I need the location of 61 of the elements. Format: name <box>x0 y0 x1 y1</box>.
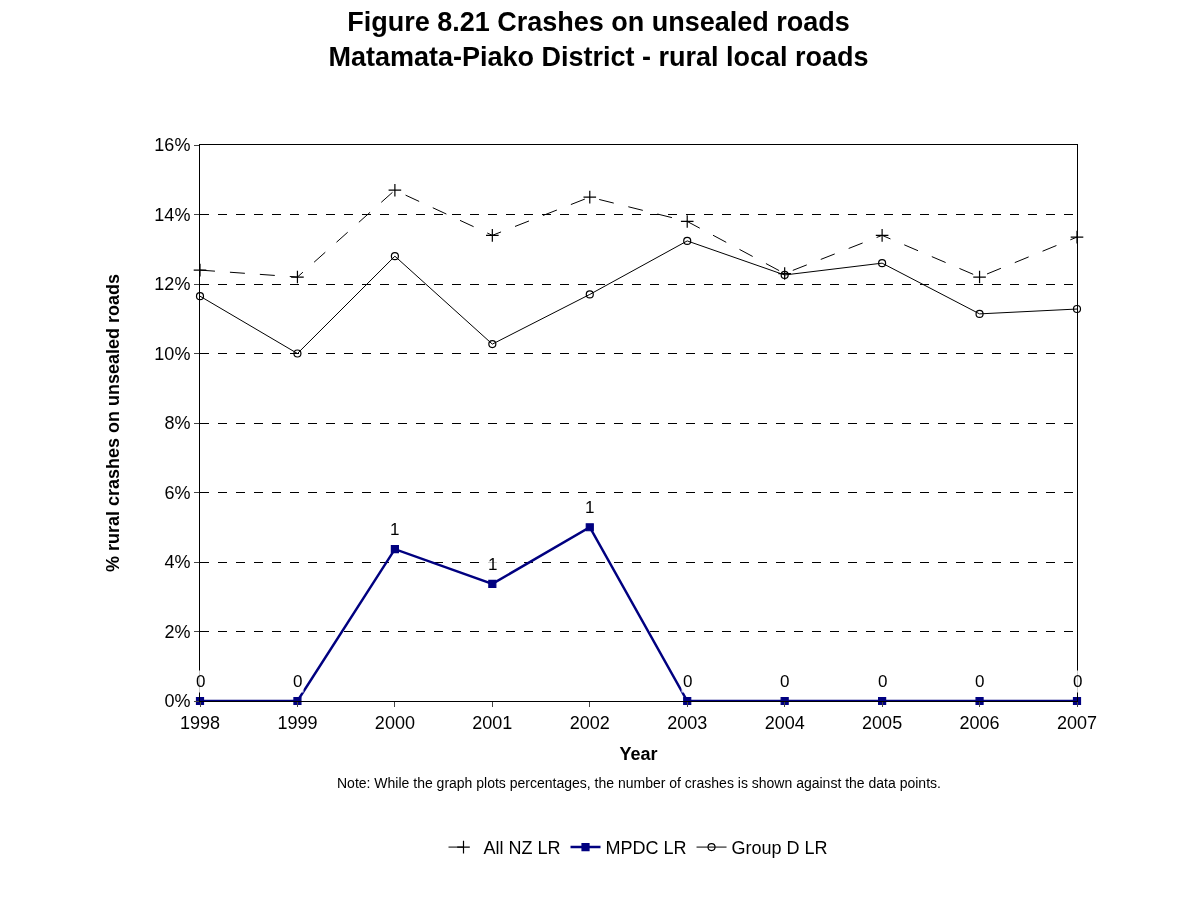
point <box>1070 230 1084 244</box>
point <box>585 523 594 532</box>
annotation: 0 <box>780 672 790 691</box>
annotation: 1 <box>585 498 595 517</box>
point <box>290 270 305 284</box>
y-tick-label: 14% <box>154 204 191 225</box>
annotation: 0 <box>293 672 303 691</box>
y-tick-label: 16% <box>154 135 191 156</box>
point <box>193 263 207 277</box>
x-axis-title: Year <box>619 743 658 764</box>
point <box>878 259 887 268</box>
point <box>975 696 984 706</box>
point <box>293 349 302 358</box>
x-tick-label: 2003 <box>667 712 708 733</box>
point <box>777 266 792 281</box>
annotation: 0 <box>196 672 206 691</box>
y-tick-label: 4% <box>164 552 191 573</box>
annotation: 0 <box>1073 672 1083 691</box>
annotation: 0 <box>683 672 693 691</box>
x-tick-label: 1998 <box>179 712 221 733</box>
x-tick-label: 2001 <box>472 712 513 733</box>
point <box>485 228 500 243</box>
annotation: 0 <box>975 672 985 691</box>
point <box>1072 304 1082 314</box>
x-tick-label: 1999 <box>277 712 318 733</box>
point <box>488 340 497 349</box>
annotation: 0 <box>878 672 888 691</box>
point <box>875 228 890 243</box>
point <box>972 270 987 284</box>
x-tick-label: 2002 <box>569 712 610 733</box>
point <box>582 190 597 205</box>
x-tick-label: 2005 <box>862 712 903 733</box>
point <box>390 252 399 261</box>
legend-label: Group D LR <box>731 838 828 859</box>
x-tick-label: 2004 <box>764 712 805 733</box>
point <box>387 183 402 198</box>
y-tick-label: 6% <box>164 482 191 503</box>
x-tick-label: 2006 <box>959 712 1000 733</box>
y-tick-label: 10% <box>154 343 191 364</box>
annotation: 1 <box>390 520 400 539</box>
point <box>390 545 399 554</box>
point <box>683 236 692 246</box>
x-tick-label: 2007 <box>1056 712 1098 733</box>
chart-title: Figure 8.21 Crashes on unsealed roads Matamata-Piako District - rural local roads <box>328 7 869 73</box>
point <box>488 579 497 588</box>
y-axis-title: % rural crashes on unsealed roads <box>102 273 123 573</box>
point <box>680 214 695 229</box>
point <box>975 309 984 318</box>
legend-label: All NZ LR <box>483 838 561 859</box>
y-tick-label: 8% <box>164 413 191 434</box>
point <box>585 290 594 299</box>
y-tick-label: 12% <box>154 274 191 295</box>
point <box>293 696 302 706</box>
x-tick-label: 2000 <box>374 712 415 733</box>
legend-label: MPDC LR <box>605 838 687 859</box>
y-tick-label: 0% <box>164 691 191 712</box>
point <box>780 270 789 280</box>
text: Note: While the graph plots percentages, the number of crashes is shown against the data points. <box>337 775 941 791</box>
point <box>195 292 205 301</box>
y-tick-label: 2% <box>164 621 191 642</box>
annotation: 1 <box>488 555 498 574</box>
